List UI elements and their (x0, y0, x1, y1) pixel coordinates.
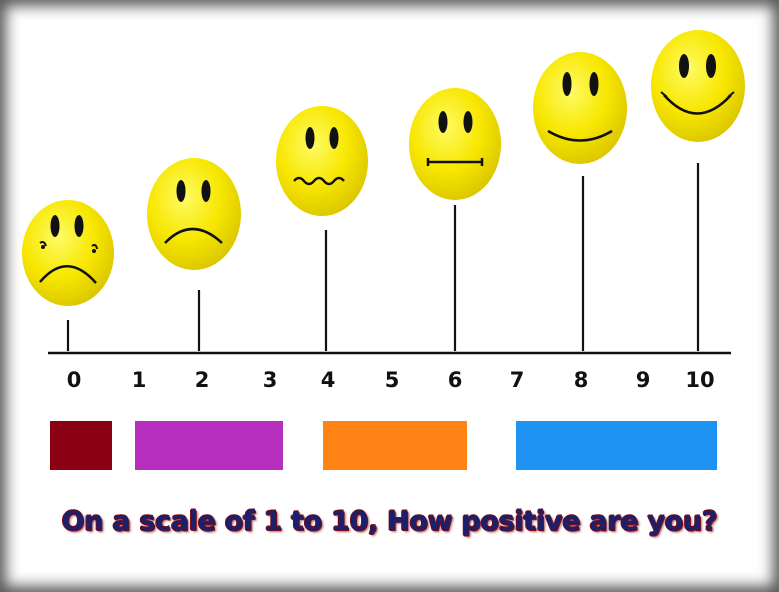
tick-label-0: 0 (66, 368, 82, 392)
crying-face-icon (22, 200, 114, 306)
caption-question: On a scale of 1 to 10, How positive are … (61, 506, 718, 537)
tick-label-2: 2 (194, 368, 210, 392)
tick-label-10: 10 (685, 368, 715, 392)
happy-face-icon (651, 30, 745, 142)
swatch-orange (323, 421, 467, 470)
tick-label-4: 4 (320, 368, 336, 392)
worried-face-icon (276, 106, 368, 216)
tick-label-9: 9 (635, 368, 651, 392)
tick-label-8: 8 (573, 368, 589, 392)
sad-face-icon (147, 158, 241, 270)
smiling-face-icon (533, 52, 627, 164)
tick-label-6: 6 (447, 368, 463, 392)
swatch-blue (516, 421, 717, 470)
tick-label-5: 5 (384, 368, 400, 392)
swatch-purple (135, 421, 283, 470)
tick-label-1: 1 (131, 368, 147, 392)
tick-label-7: 7 (509, 368, 525, 392)
tick-label-3: 3 (262, 368, 278, 392)
swatch-dark-red (50, 421, 112, 470)
neutral-face-icon (409, 88, 501, 200)
